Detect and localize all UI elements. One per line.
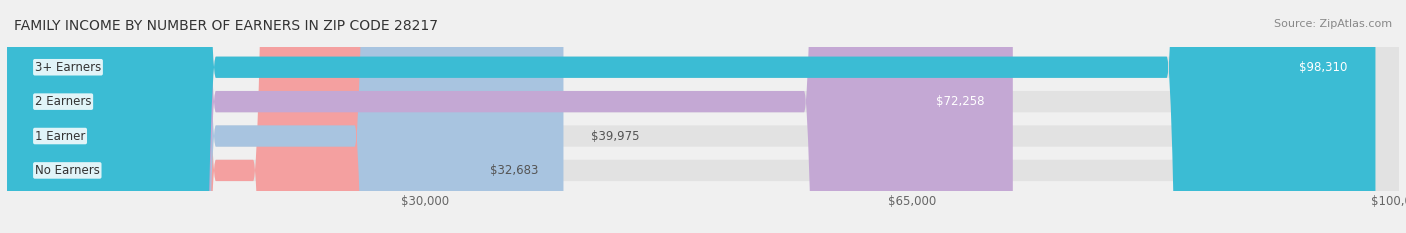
FancyBboxPatch shape (7, 0, 1399, 233)
FancyBboxPatch shape (7, 0, 564, 233)
Text: Source: ZipAtlas.com: Source: ZipAtlas.com (1274, 19, 1392, 29)
FancyBboxPatch shape (7, 0, 1399, 233)
Text: No Earners: No Earners (35, 164, 100, 177)
FancyBboxPatch shape (7, 0, 463, 233)
Text: $39,975: $39,975 (592, 130, 640, 143)
FancyBboxPatch shape (7, 0, 1375, 233)
FancyBboxPatch shape (7, 0, 1012, 233)
Text: 3+ Earners: 3+ Earners (35, 61, 101, 74)
Text: $72,258: $72,258 (936, 95, 986, 108)
Text: FAMILY INCOME BY NUMBER OF EARNERS IN ZIP CODE 28217: FAMILY INCOME BY NUMBER OF EARNERS IN ZI… (14, 19, 439, 33)
Text: 2 Earners: 2 Earners (35, 95, 91, 108)
Text: $98,310: $98,310 (1299, 61, 1347, 74)
FancyBboxPatch shape (7, 0, 1399, 233)
FancyBboxPatch shape (7, 0, 1399, 233)
Text: 1 Earner: 1 Earner (35, 130, 86, 143)
Text: $32,683: $32,683 (489, 164, 538, 177)
